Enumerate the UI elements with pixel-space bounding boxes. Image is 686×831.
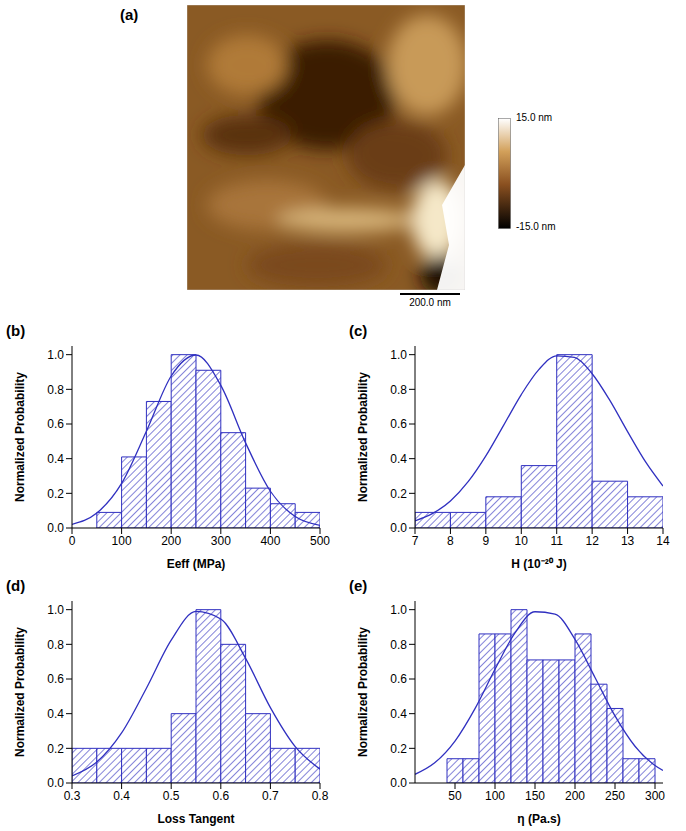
svg-text:500: 500: [310, 534, 330, 548]
svg-text:100: 100: [485, 789, 505, 803]
svg-text:0.4: 0.4: [390, 707, 407, 721]
svg-text:150: 150: [525, 789, 545, 803]
svg-text:Normalized Probability: Normalized Probability: [356, 372, 370, 502]
svg-text:200: 200: [565, 789, 585, 803]
svg-text:1.0: 1.0: [390, 603, 407, 617]
svg-text:Eeff (MPa): Eeff (MPa): [167, 557, 226, 571]
svg-text:0.7: 0.7: [262, 789, 279, 803]
svg-text:300: 300: [645, 789, 665, 803]
svg-text:7: 7: [412, 534, 419, 548]
svg-text:0.2: 0.2: [47, 742, 64, 756]
html-text:(c): (c): [349, 322, 368, 339]
html-text:(b): (b): [6, 322, 26, 339]
svg-text:0.8: 0.8: [47, 638, 64, 652]
svg-text:12: 12: [585, 534, 599, 548]
svg-text:0.0: 0.0: [47, 521, 64, 535]
svg-text:Normalized Probability: Normalized Probability: [356, 627, 370, 757]
svg-text:0.6: 0.6: [212, 789, 229, 803]
svg-text:0.4: 0.4: [113, 789, 130, 803]
svg-text:0.2: 0.2: [390, 487, 407, 501]
html-text:(e): (e): [349, 577, 368, 594]
svg-text:0.4: 0.4: [47, 452, 64, 466]
svg-text:0.6: 0.6: [390, 417, 407, 431]
svg-text:0.6: 0.6: [47, 417, 64, 431]
svg-text:0.6: 0.6: [47, 672, 64, 686]
svg-text:1.0: 1.0: [390, 348, 407, 362]
svg-text:400: 400: [260, 534, 280, 548]
svg-text:0.8: 0.8: [47, 383, 64, 397]
svg-text:14: 14: [656, 534, 670, 548]
svg-text:1.0: 1.0: [47, 603, 64, 617]
svg-text:Normalized Probability: Normalized Probability: [13, 627, 27, 757]
svg-text:13: 13: [621, 534, 635, 548]
html-text:-15.0 nm: -15.0 nm: [516, 221, 556, 232]
svg-text:Loss Tangent: Loss Tangent: [157, 812, 234, 826]
svg-text:8: 8: [447, 534, 454, 548]
svg-text:0.2: 0.2: [47, 487, 64, 501]
svg-text:9: 9: [483, 534, 490, 548]
html-text:(d): (d): [6, 577, 26, 594]
svg-text:0.8: 0.8: [390, 638, 407, 652]
svg-text:0.8: 0.8: [312, 789, 329, 803]
html-text:200.0 nm: 200.0 nm: [409, 297, 451, 308]
svg-text:10: 10: [515, 534, 529, 548]
svg-text:250: 250: [605, 789, 625, 803]
svg-text:0.2: 0.2: [390, 742, 407, 756]
svg-text:0.6: 0.6: [390, 672, 407, 686]
svg-text:0.8: 0.8: [390, 383, 407, 397]
html-text:(a): (a): [120, 6, 139, 23]
svg-text:Normalized Probability: Normalized Probability: [13, 372, 27, 502]
svg-text:100: 100: [112, 534, 132, 548]
svg-text:H (10⁻²⁰ J): H (10⁻²⁰ J): [511, 557, 566, 571]
html-text:15.0 nm: 15.0 nm: [516, 112, 553, 123]
svg-text:0.0: 0.0: [390, 776, 407, 790]
svg-text:300: 300: [211, 534, 231, 548]
svg-text:0: 0: [69, 534, 76, 548]
svg-text:0.0: 0.0: [390, 521, 407, 535]
svg-text:η (Pa.s): η (Pa.s): [517, 812, 560, 826]
svg-text:0.3: 0.3: [64, 789, 81, 803]
svg-text:50: 50: [448, 789, 462, 803]
svg-text:200: 200: [161, 534, 181, 548]
svg-text:0.4: 0.4: [390, 452, 407, 466]
svg-text:0.5: 0.5: [163, 789, 180, 803]
svg-text:0.0: 0.0: [47, 776, 64, 790]
svg-text:0.4: 0.4: [47, 707, 64, 721]
svg-text:1.0: 1.0: [47, 348, 64, 362]
svg-text:11: 11: [550, 534, 563, 548]
